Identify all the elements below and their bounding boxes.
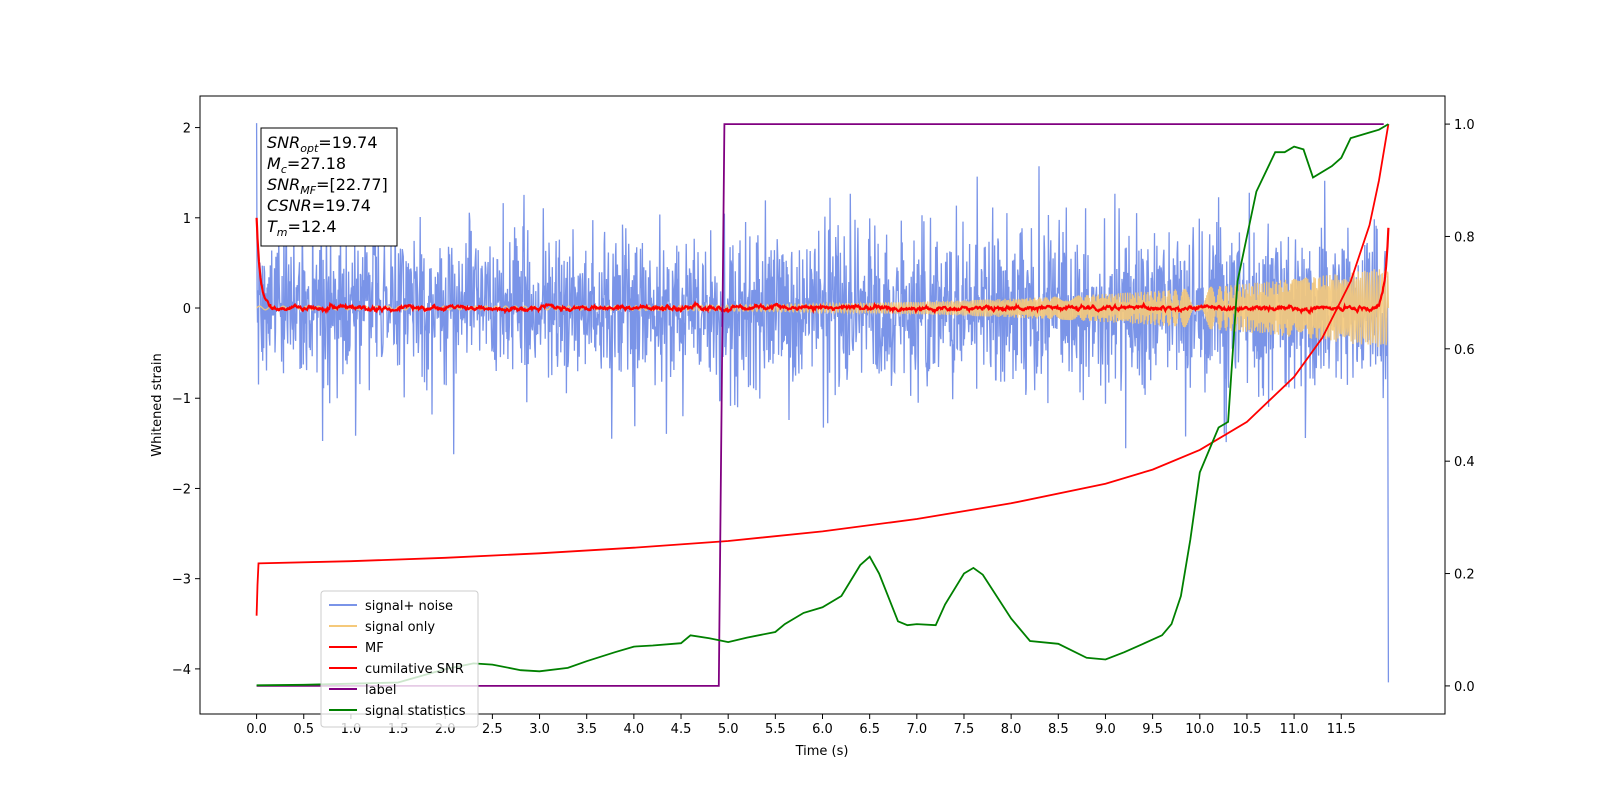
series-cumilative-snr-line: [255, 123, 1390, 616]
annotation-frame: [260, 127, 398, 247]
x-tick-label: 8.0: [1001, 722, 1022, 737]
x-tick-label: 5.5: [765, 722, 786, 737]
series-signal-noise-line: [255, 123, 1390, 683]
series-mf-line: [255, 217, 1390, 316]
legend-label: cumilative SNR: [365, 662, 464, 677]
y2-tick-label: 0.6: [1454, 343, 1475, 358]
x-tick-label: 7.5: [954, 722, 975, 737]
annotation-line: Mc=27.18: [267, 154, 346, 176]
legend-label: signal+ noise: [365, 599, 453, 614]
y-tick-label: −4: [172, 663, 191, 678]
y2-tick-label: 0.8: [1454, 230, 1475, 245]
x-tick-label: 5.0: [718, 722, 739, 737]
x-tick-label: 9.0: [1095, 722, 1116, 737]
y2-tick-label: 0.0: [1454, 680, 1475, 695]
annotation-line: SNRopt=19.74: [267, 133, 378, 155]
series-signal-statistics-line: [256, 123, 1389, 687]
y-tick-label: −1: [172, 392, 191, 407]
y-tick-label: −3: [172, 573, 191, 588]
y-axis-label: Whitened strain: [150, 353, 165, 456]
x-tick-label: 4.5: [671, 722, 692, 737]
x-tick-label: 0.5: [293, 722, 314, 737]
x-tick-label: 3.0: [529, 722, 550, 737]
x-tick-label: 3.5: [576, 722, 597, 737]
legend: signal+ noise signal only MF cumilative SNR…: [320, 590, 479, 728]
x-tick-label: 6.5: [859, 722, 880, 737]
x-tick-label: 6.0: [812, 722, 833, 737]
y-tick-label: 2: [183, 122, 191, 137]
x-tick-label: 9.5: [1142, 722, 1163, 737]
x-tick-label: 10.0: [1185, 722, 1214, 737]
x-tick-label: 4.0: [624, 722, 645, 737]
x-tick-label: 11.0: [1280, 722, 1309, 737]
legend-label: label: [365, 683, 396, 698]
x-tick-label: 10.5: [1232, 722, 1261, 737]
y-axis-left: 2 1 0 −1 −2 −3 −4: [172, 122, 200, 678]
y2-tick-label: 0.4: [1454, 455, 1475, 470]
x-tick-label: 11.5: [1327, 722, 1356, 737]
x-tick-label: 2.5: [482, 722, 503, 737]
annotation-line: Tm=12.4: [267, 217, 337, 239]
x-tick-label: 7.0: [906, 722, 927, 737]
annotation-line: SNRMF=[22.77]: [267, 175, 388, 197]
legend-frame: [320, 590, 479, 728]
y2-tick-label: 0.2: [1454, 568, 1475, 583]
legend-label: signal only: [365, 620, 435, 635]
y-tick-label: 0: [183, 302, 191, 317]
x-tick-label: 8.5: [1048, 722, 1069, 737]
y-axis-right: 0.0 0.2 0.4 0.6 0.8 1.0: [1445, 118, 1475, 695]
x-axis-label: Time (s): [795, 744, 849, 759]
series-layer: [255, 123, 1390, 687]
legend-label: MF: [365, 641, 384, 656]
y2-tick-label: 1.0: [1454, 118, 1475, 133]
stats-annotation-box: SNRopt=19.74Mc=27.18SNRMF=[22.77]CSNR=19…: [260, 127, 398, 247]
series-label-line: [256, 123, 1384, 687]
x-tick-label: 0.0: [246, 722, 267, 737]
y-tick-label: −2: [172, 482, 191, 497]
annotation-line: CSNR=19.74: [267, 196, 371, 215]
x-axis: 0.0 0.5 1.0 1.5 2.0 2.5 3.0 3.5 4.0 4.5 5.0 5.5 6.0 6…: [246, 714, 1356, 737]
legend-label: signal statistics: [365, 704, 466, 719]
y-tick-label: 1: [183, 212, 191, 227]
